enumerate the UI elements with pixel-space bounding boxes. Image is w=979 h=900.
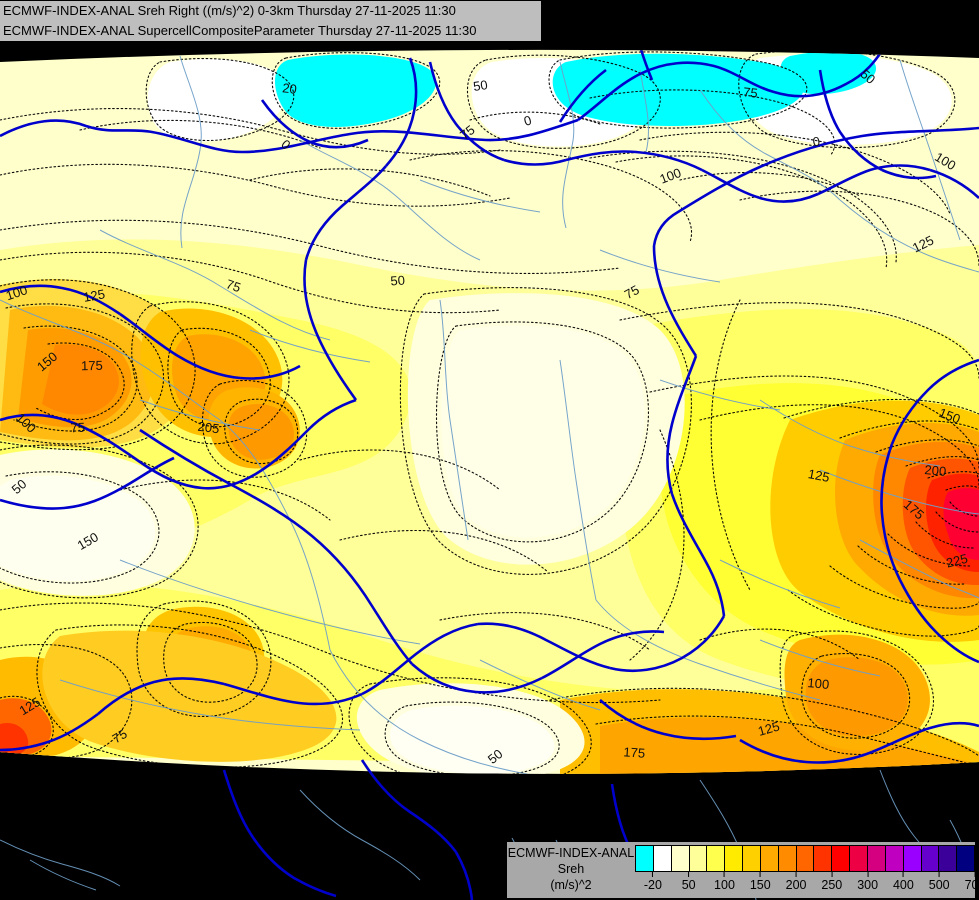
colorbar-swatch-18 xyxy=(957,846,975,871)
colorbar-tick-labels: -20 50 100 150 200 250 300 400 500 700 xyxy=(635,872,979,896)
contour-label: 205 xyxy=(197,419,220,437)
colorbar-swatches xyxy=(635,845,975,872)
contour-label: 20 xyxy=(281,80,297,97)
contour-label: 75 xyxy=(70,420,85,436)
contour-label: 50 xyxy=(390,273,405,289)
colorbar-swatch-0 xyxy=(636,846,654,871)
colorbar-swatch-9 xyxy=(796,846,815,871)
contour-label: 75 xyxy=(457,122,478,143)
colorbar-tick-label: 300 xyxy=(857,878,879,892)
legend-model-name: ECMWF-INDEX-ANAL xyxy=(507,846,635,860)
colorbar-swatch-16 xyxy=(921,846,940,871)
contour-label: 75 xyxy=(622,282,642,302)
colorbar-swatch-1 xyxy=(653,846,672,871)
colorbar-tick: 150 xyxy=(750,872,771,892)
colorbar-legend: ECMWF-INDEX-ANAL Sreh (m/s)^2 -20 50 100 15… xyxy=(507,842,979,898)
contour-label: 0 xyxy=(812,134,821,150)
contour-label: 175 xyxy=(623,744,646,760)
colorbar-tick: 250 xyxy=(821,872,842,892)
colorbar-swatch-14 xyxy=(885,846,904,871)
colorbar-swatch-4 xyxy=(707,846,726,871)
contour-label: 125 xyxy=(82,286,106,305)
colorbar-swatch-13 xyxy=(867,846,886,871)
contour-label: 75 xyxy=(742,84,758,100)
colorbar-swatch-12 xyxy=(850,846,868,871)
colorbar-tick-label: 50 xyxy=(681,878,696,892)
contour-label: 125 xyxy=(807,466,831,485)
colorbar-tick: 100 xyxy=(714,872,735,892)
contour-label: 175 xyxy=(81,358,103,373)
contour-label: 0 xyxy=(522,112,533,128)
colorbar-swatch-3 xyxy=(689,846,708,871)
colorbar-swatch-8 xyxy=(778,846,797,871)
colorbar-tick: 400 xyxy=(893,872,914,892)
contour-label: 225 xyxy=(945,551,970,571)
colorbar-tick: 500 xyxy=(929,872,950,892)
title-bar-secondary: ECMWF-INDEX-ANAL SupercellCompositeParam… xyxy=(0,21,541,41)
colorbar-tick: 50 xyxy=(682,872,696,892)
contour-label: 100 xyxy=(658,165,684,187)
colorbar-swatch-15 xyxy=(903,846,922,871)
colorbar-swatch-17 xyxy=(939,846,958,871)
contour-label: 125 xyxy=(756,718,781,738)
colorbar-tick: -20 xyxy=(644,872,662,892)
colorbar-swatch-11 xyxy=(832,846,851,871)
colorbar-swatch-10 xyxy=(814,846,833,871)
colorbar-tick-label: -20 xyxy=(643,878,662,892)
colorbar-swatch-7 xyxy=(760,846,779,871)
contour-label: 150 xyxy=(937,405,963,427)
legend-scale: -20 50 100 150 200 250 300 400 500 700 xyxy=(635,842,979,896)
colorbar-tick-label: 700 xyxy=(964,878,979,892)
contour-label: 75 xyxy=(224,276,243,295)
colorbar-tick-label: 250 xyxy=(821,878,843,892)
colorbar-swatch-6 xyxy=(743,846,761,871)
colorbar-swatch-5 xyxy=(725,846,744,871)
colorbar-swatch-2 xyxy=(671,846,690,871)
colorbar-tick-label: 100 xyxy=(714,878,735,892)
contour-label: 200 xyxy=(924,462,947,479)
colorbar-tick: 200 xyxy=(785,872,807,892)
colorbar-tick-label: 400 xyxy=(892,878,914,892)
contour-label: 50 xyxy=(472,77,488,94)
colorbar-tick: 700 xyxy=(965,872,979,892)
contour-label: 100 xyxy=(807,675,830,692)
legend-label-block: ECMWF-INDEX-ANAL Sreh (m/s)^2 xyxy=(507,842,635,893)
colorbar-tick: 300 xyxy=(857,872,878,892)
colorbar-tick-label: 150 xyxy=(749,878,771,892)
contour-label: 100 xyxy=(4,282,29,303)
title-bar-primary: ECMWF-INDEX-ANAL Sreh Right ((m/s)^2) 0-… xyxy=(0,1,541,21)
legend-units: (m/s)^2 xyxy=(550,878,592,892)
legend-field-name: Sreh xyxy=(557,862,585,876)
colorbar-tick-label: 200 xyxy=(785,878,807,892)
colorbar-tick-label: 500 xyxy=(928,878,950,892)
contour-label: 75 xyxy=(110,726,130,746)
